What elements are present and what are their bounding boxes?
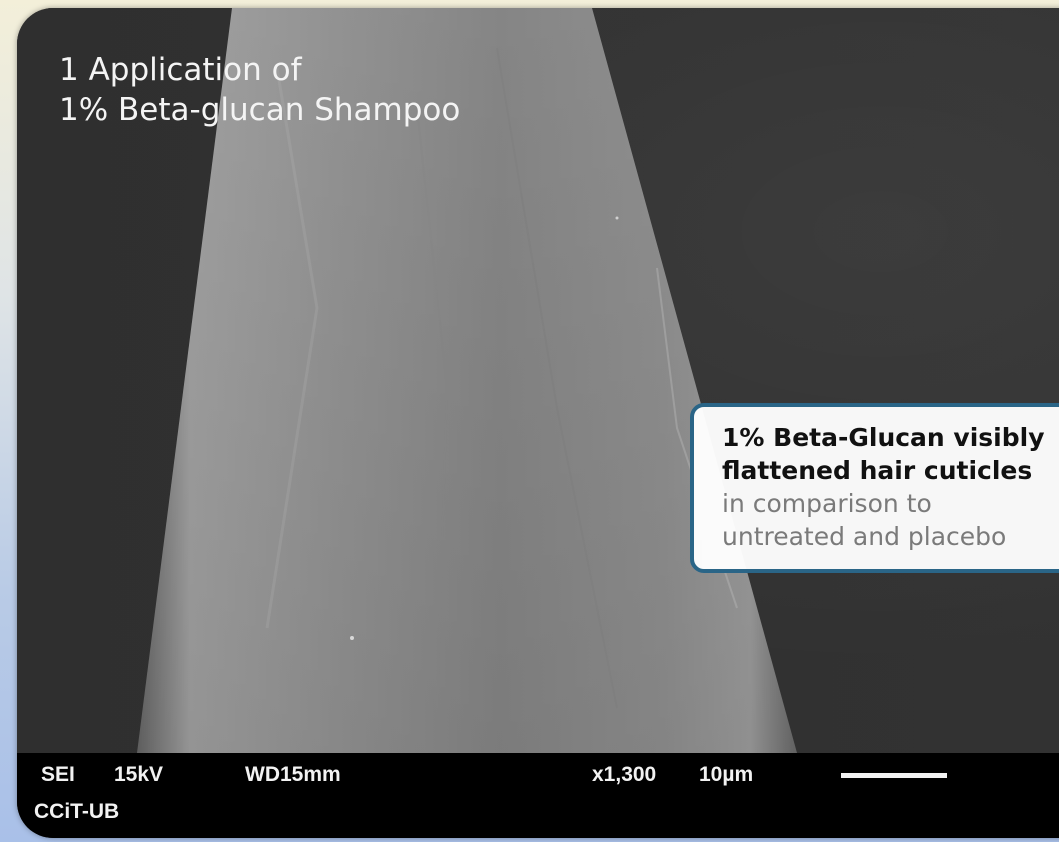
sem-facility: CCiT-UB	[34, 800, 120, 823]
sem-scale-label: 10µm	[699, 763, 754, 786]
sem-voltage: 15kV	[114, 763, 164, 786]
hair-fiber-illustration	[137, 8, 797, 753]
callout-headline-2: flattened hair cuticles	[722, 456, 1033, 485]
callout-headline-1: 1% Beta-Glucan visibly	[722, 423, 1045, 452]
callout-detail-1: in comparison to	[722, 489, 932, 518]
sem-micrograph: 1 Application of 1% Beta-glucan Shampoo	[17, 8, 1059, 753]
callout-detail-2: untreated and placebo	[722, 522, 1007, 551]
sem-image-frame: 1 Application of 1% Beta-glucan Shampoo …	[17, 8, 1059, 838]
sample-caption: 1 Application of 1% Beta-glucan Shampoo	[59, 50, 460, 130]
sem-working-distance: WD15mm	[245, 763, 341, 786]
result-callout: 1% Beta-Glucan visibly flattened hair cu…	[690, 403, 1059, 573]
sem-magnification: x1,300	[592, 763, 657, 786]
sem-data-bar: SEI 15kV WD15mm x1,300 10µm CCiT-UB	[17, 753, 1059, 838]
caption-line-2: 1% Beta-glucan Shampoo	[59, 92, 461, 128]
caption-line-1: 1 Application of	[59, 52, 302, 88]
sem-scale-bar	[841, 773, 947, 778]
sem-mode: SEI	[41, 763, 75, 786]
